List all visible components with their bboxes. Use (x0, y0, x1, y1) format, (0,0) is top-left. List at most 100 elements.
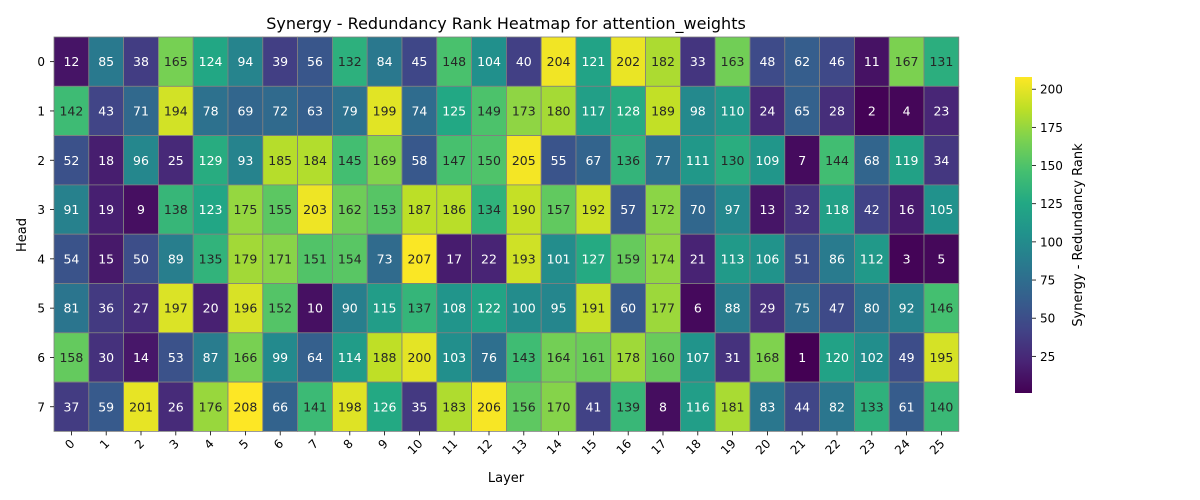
heatmap-cell (714, 135, 751, 186)
heatmap-cell (123, 135, 159, 186)
heatmap-cell (714, 381, 751, 432)
x-tick-label: 24 (892, 437, 913, 458)
cell-value-label: 11 (864, 54, 880, 69)
heatmap-cell (888, 135, 925, 186)
cell-value-label: 65 (794, 103, 810, 118)
heatmap-cell (262, 184, 298, 235)
cell-value-label: 78 (203, 103, 219, 118)
cell-value-label: 49 (899, 350, 915, 365)
cell-value-label: 64 (307, 350, 323, 365)
heatmap-cell (401, 381, 438, 432)
heatmap-cell (749, 135, 786, 186)
heatmap-cell (53, 381, 90, 432)
heatmap-cell (192, 332, 229, 383)
heatmap-cell (923, 85, 960, 137)
cell-value-label: 115 (373, 301, 397, 316)
heatmap-cell (227, 184, 264, 235)
heatmap-cell (784, 135, 820, 186)
heatmap-cell (262, 332, 298, 383)
cell-value-label: 25 (168, 153, 184, 168)
x-tick-label: 4 (201, 437, 216, 452)
cell-value-label: 63 (307, 103, 323, 118)
heatmap-cell (88, 36, 125, 87)
cell-value-label: 132 (338, 54, 362, 69)
cell-value-label: 196 (233, 301, 257, 316)
cell-value-label: 96 (133, 153, 149, 168)
y-tick-label: 0 (37, 55, 45, 69)
heatmap-cell (123, 85, 159, 137)
cell-value-label: 131 (929, 54, 953, 69)
heatmap-cell (575, 332, 612, 383)
heatmap-cell (680, 283, 716, 334)
heatmap-cell (854, 85, 890, 137)
heatmap-cell (157, 135, 194, 186)
cell-value-label: 36 (98, 301, 114, 316)
cell-value-label: 194 (164, 103, 188, 118)
cell-value-label: 152 (268, 301, 292, 316)
cell-value-label: 183 (442, 399, 466, 414)
cell-value-label: 133 (860, 399, 884, 414)
cell-value-label: 92 (899, 301, 915, 316)
cell-value-label: 112 (860, 251, 884, 266)
colorbar-tick-label: 25 (1040, 350, 1055, 364)
heatmap-cell (331, 381, 368, 432)
heatmap-cell (610, 233, 646, 284)
heatmap-cell (784, 332, 820, 383)
heatmap-cell (123, 36, 159, 87)
cell-value-label: 166 (233, 350, 257, 365)
cell-value-label: 184 (303, 153, 327, 168)
heatmap-cell (714, 332, 751, 383)
cell-value-label: 117 (581, 103, 605, 118)
cell-value-label: 21 (690, 251, 706, 266)
cell-value-label: 124 (199, 54, 223, 69)
heatmap-cell (366, 36, 403, 87)
cell-value-label: 94 (237, 54, 253, 69)
cell-value-label: 103 (442, 350, 466, 365)
heatmap-cell (888, 184, 925, 235)
cell-value-label: 7 (798, 153, 806, 168)
cell-value-label: 202 (616, 54, 640, 69)
cell-value-label: 181 (721, 399, 745, 414)
cell-value-label: 88 (725, 301, 741, 316)
heatmap-cell (297, 283, 333, 334)
colorbar-tick-label: 150 (1040, 159, 1063, 173)
cell-value-label: 201 (129, 399, 153, 414)
heatmap-cell (819, 36, 855, 87)
cell-value-label: 37 (63, 399, 79, 414)
heatmap-cell (645, 283, 681, 334)
colorbar-label: Synergy - Redundancy Rank (1071, 143, 1086, 327)
heatmap-cell (366, 184, 403, 235)
heatmap-cell (784, 85, 820, 137)
heatmap-cell (610, 184, 646, 235)
heatmap-cell (923, 283, 960, 334)
heatmap-cell (192, 184, 229, 235)
cell-value-label: 170 (547, 399, 571, 414)
cell-value-label: 187 (407, 202, 431, 217)
cell-value-label: 156 (512, 399, 536, 414)
heatmap-cell (401, 233, 438, 284)
heatmap-cell (714, 85, 751, 137)
cell-value-label: 126 (373, 399, 397, 414)
heatmap-cell (610, 85, 646, 137)
cell-value-label: 54 (63, 251, 79, 266)
x-tick-label: 5 (236, 437, 251, 452)
x-tick-label: 13 (509, 437, 530, 458)
cell-value-label: 28 (829, 103, 845, 118)
cell-value-label: 173 (512, 103, 536, 118)
cell-value-label: 99 (272, 350, 288, 365)
colorbar-tick-label: 175 (1040, 121, 1063, 135)
cell-value-label: 139 (616, 399, 640, 414)
heatmap-cell (53, 233, 90, 284)
cell-value-label: 48 (759, 54, 775, 69)
y-tick-label: 5 (37, 302, 45, 316)
heatmap-cell (53, 283, 90, 334)
heatmap-cell (645, 233, 681, 284)
x-tick-label: 10 (405, 437, 426, 458)
heatmap-cell (540, 381, 577, 432)
cell-value-label: 140 (929, 399, 953, 414)
x-tick-label: 15 (579, 437, 600, 458)
heatmap-cell (645, 36, 681, 87)
heatmap-cell (854, 135, 890, 186)
heatmap-cell (471, 381, 507, 432)
heatmap-cell (401, 85, 438, 137)
